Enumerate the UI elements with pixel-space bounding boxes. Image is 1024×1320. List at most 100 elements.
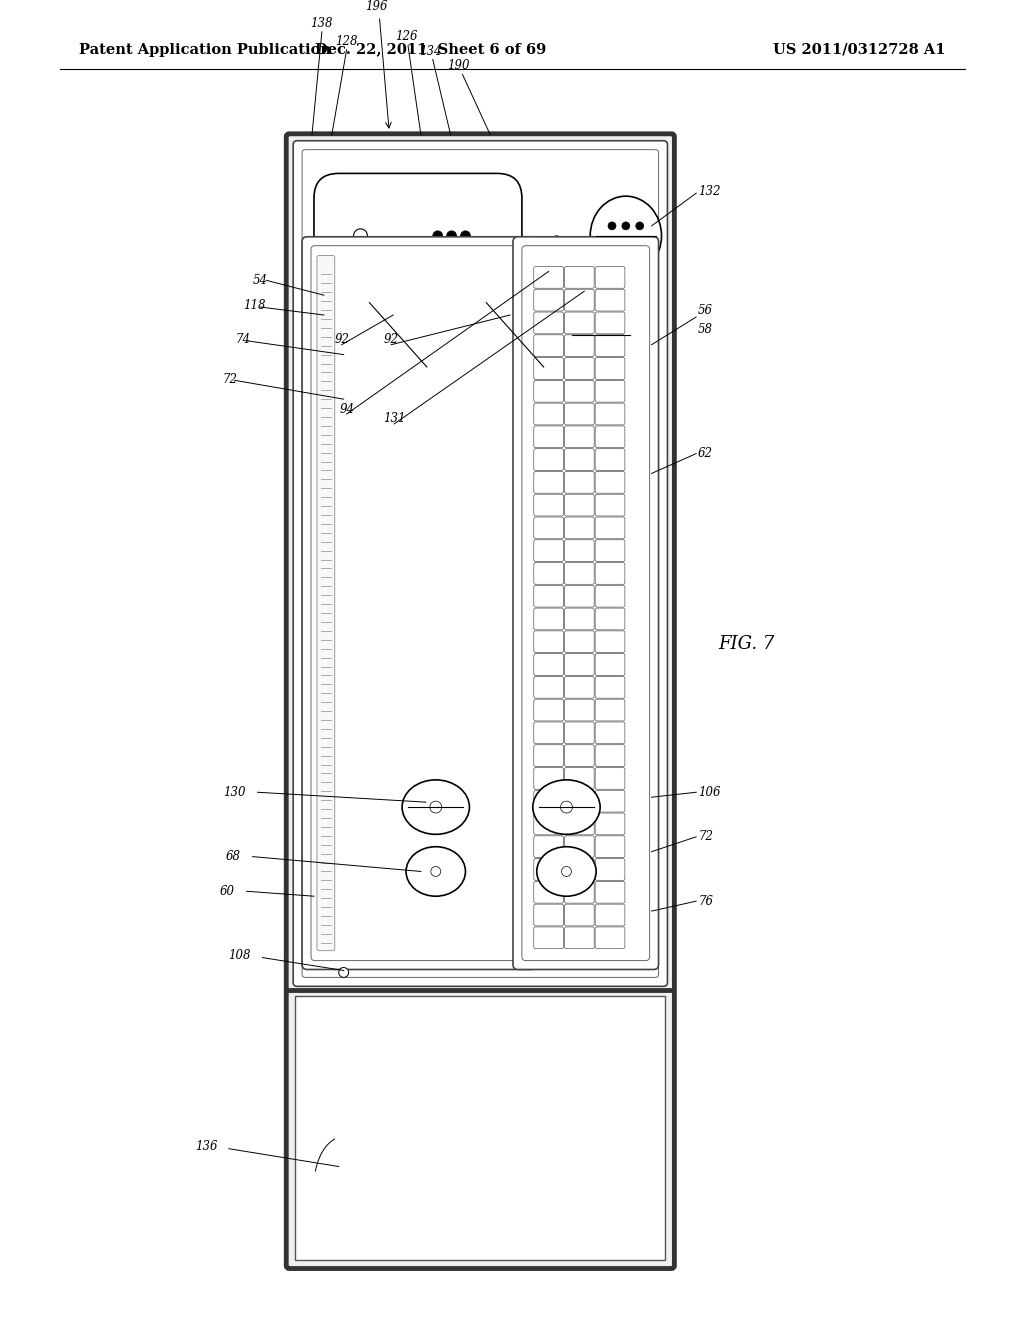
Circle shape	[561, 866, 571, 876]
Ellipse shape	[407, 846, 466, 896]
Text: 92: 92	[334, 333, 349, 346]
FancyBboxPatch shape	[534, 653, 563, 676]
FancyBboxPatch shape	[534, 904, 563, 925]
Circle shape	[600, 298, 608, 306]
Text: 134: 134	[420, 45, 442, 58]
Circle shape	[613, 408, 621, 416]
Circle shape	[329, 733, 333, 738]
Ellipse shape	[590, 197, 662, 276]
Ellipse shape	[481, 298, 549, 372]
FancyBboxPatch shape	[564, 700, 594, 721]
FancyBboxPatch shape	[534, 358, 563, 379]
FancyBboxPatch shape	[534, 471, 563, 494]
FancyBboxPatch shape	[564, 722, 594, 743]
FancyBboxPatch shape	[595, 700, 625, 721]
FancyBboxPatch shape	[595, 609, 625, 630]
Text: Dec. 22, 2011  Sheet 6 of 69: Dec. 22, 2011 Sheet 6 of 69	[315, 42, 547, 57]
Circle shape	[336, 829, 341, 834]
FancyBboxPatch shape	[564, 358, 594, 379]
Circle shape	[353, 228, 368, 243]
Ellipse shape	[567, 298, 635, 372]
FancyBboxPatch shape	[534, 927, 563, 949]
Text: 138: 138	[310, 17, 333, 30]
FancyBboxPatch shape	[595, 744, 625, 767]
FancyBboxPatch shape	[595, 927, 625, 949]
Circle shape	[329, 871, 333, 876]
FancyBboxPatch shape	[513, 236, 658, 969]
FancyBboxPatch shape	[302, 236, 537, 969]
FancyBboxPatch shape	[534, 517, 563, 539]
FancyBboxPatch shape	[564, 653, 594, 676]
Circle shape	[336, 884, 341, 890]
FancyBboxPatch shape	[311, 246, 527, 961]
FancyBboxPatch shape	[564, 449, 594, 470]
Circle shape	[336, 677, 341, 682]
Ellipse shape	[365, 298, 432, 372]
Circle shape	[329, 884, 333, 890]
Circle shape	[329, 899, 333, 904]
FancyBboxPatch shape	[564, 562, 594, 585]
Text: 72: 72	[698, 830, 713, 843]
Circle shape	[613, 392, 621, 400]
Text: 108: 108	[228, 949, 251, 962]
Circle shape	[626, 298, 634, 306]
Circle shape	[329, 760, 333, 766]
Circle shape	[433, 231, 442, 240]
Circle shape	[508, 333, 512, 338]
FancyBboxPatch shape	[595, 517, 625, 539]
FancyBboxPatch shape	[595, 882, 625, 903]
Text: 74: 74	[236, 333, 251, 346]
Ellipse shape	[532, 780, 600, 834]
Circle shape	[622, 242, 630, 249]
FancyBboxPatch shape	[577, 244, 602, 962]
Circle shape	[607, 323, 615, 331]
Circle shape	[329, 788, 333, 793]
FancyBboxPatch shape	[595, 836, 625, 858]
Text: 128: 128	[336, 34, 358, 48]
FancyBboxPatch shape	[522, 246, 649, 961]
FancyBboxPatch shape	[595, 722, 625, 743]
Circle shape	[336, 816, 341, 821]
Text: 94: 94	[339, 403, 354, 416]
Circle shape	[329, 829, 333, 834]
Text: 68: 68	[225, 850, 241, 863]
FancyBboxPatch shape	[564, 904, 594, 925]
FancyBboxPatch shape	[534, 882, 563, 903]
FancyBboxPatch shape	[595, 813, 625, 834]
FancyBboxPatch shape	[595, 791, 625, 812]
FancyBboxPatch shape	[564, 609, 594, 630]
FancyBboxPatch shape	[564, 767, 594, 789]
Ellipse shape	[537, 846, 596, 896]
Text: 126: 126	[395, 30, 418, 42]
FancyBboxPatch shape	[564, 836, 594, 858]
FancyBboxPatch shape	[564, 744, 594, 767]
FancyBboxPatch shape	[534, 631, 563, 652]
FancyBboxPatch shape	[564, 927, 594, 949]
Circle shape	[587, 323, 595, 331]
Text: 72: 72	[223, 372, 238, 385]
FancyBboxPatch shape	[534, 858, 563, 880]
Circle shape	[531, 333, 537, 338]
Circle shape	[552, 236, 561, 246]
Text: 56: 56	[698, 304, 713, 317]
FancyBboxPatch shape	[293, 141, 668, 986]
Text: 131: 131	[383, 412, 406, 425]
FancyBboxPatch shape	[534, 585, 563, 607]
Circle shape	[387, 342, 393, 347]
Circle shape	[336, 940, 341, 945]
FancyBboxPatch shape	[564, 631, 594, 652]
Circle shape	[329, 857, 333, 862]
FancyBboxPatch shape	[541, 244, 566, 962]
FancyBboxPatch shape	[534, 700, 563, 721]
FancyBboxPatch shape	[564, 517, 594, 539]
Circle shape	[387, 312, 393, 318]
FancyBboxPatch shape	[535, 238, 572, 969]
FancyBboxPatch shape	[564, 540, 594, 561]
FancyBboxPatch shape	[564, 380, 594, 403]
Ellipse shape	[402, 780, 469, 834]
Circle shape	[523, 333, 528, 338]
FancyBboxPatch shape	[595, 540, 625, 561]
Circle shape	[387, 322, 393, 327]
FancyBboxPatch shape	[595, 471, 625, 494]
Circle shape	[329, 801, 333, 807]
